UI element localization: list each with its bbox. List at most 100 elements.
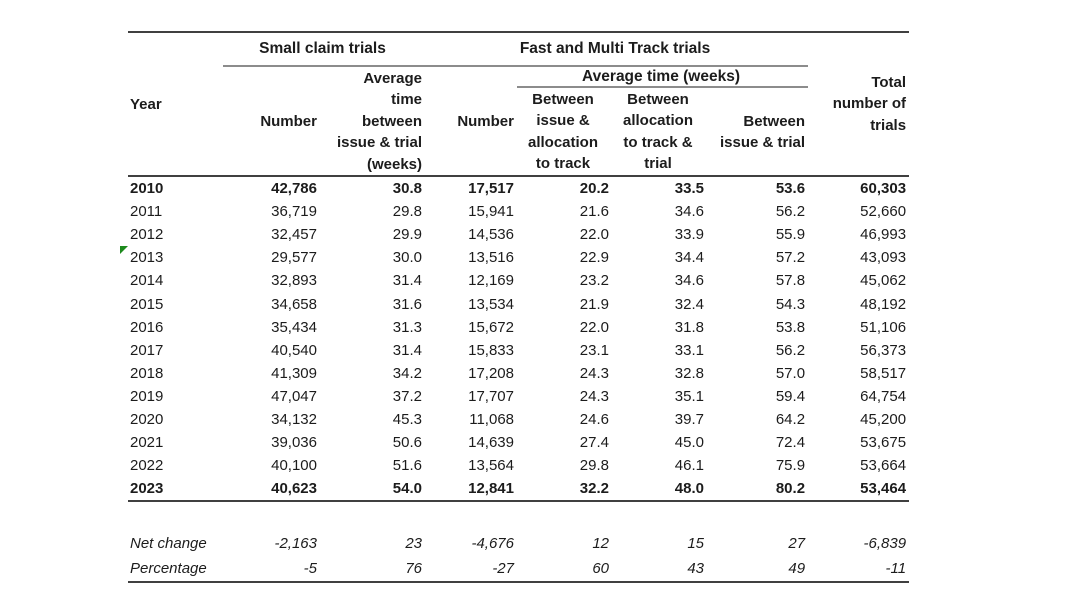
value-cell: 27 bbox=[788, 535, 806, 553]
value-cell: 30.0 bbox=[392, 249, 422, 267]
value-cell: 48.0 bbox=[612, 477, 707, 503]
value-cell: 31.4 bbox=[392, 272, 422, 290]
table-row: 2023 40,623 54.0 12,841 32.2 48.0 80.2 53,464 bbox=[128, 477, 910, 503]
value-cell: 54.3 bbox=[775, 295, 806, 313]
value-cell: 35,434 bbox=[271, 318, 317, 336]
spacer-section bbox=[128, 501, 909, 531]
value-cell: 53,464 bbox=[808, 477, 910, 503]
value-cell: 56.2 bbox=[775, 341, 806, 359]
value-cell: 34,132 bbox=[271, 411, 317, 429]
row-label-cell: 2019 bbox=[130, 387, 164, 405]
col-header-total-trials: Total number of trials bbox=[832, 73, 907, 134]
value-cell: 37.2 bbox=[392, 387, 422, 405]
value-cell: 53.8 bbox=[775, 318, 806, 336]
table-row: 2011 36,719 29.8 15,941 21.6 34.6 56.2 52,660 bbox=[128, 200, 909, 223]
value-cell: 57.2 bbox=[775, 249, 806, 267]
value-cell: 47,047 bbox=[271, 387, 317, 405]
value-cell: 14,536 bbox=[468, 226, 514, 244]
cell-error-indicator-icon bbox=[120, 246, 128, 255]
value-cell: 53.6 bbox=[707, 175, 809, 201]
spacer-row bbox=[128, 501, 909, 531]
value-cell: 40,623 bbox=[223, 477, 320, 503]
value-cell: 31.3 bbox=[392, 318, 422, 336]
value-cell: 35.1 bbox=[674, 387, 704, 405]
summary-row: Net change -2,163 23 -4,676 12 15 27 -6,839 bbox=[128, 531, 909, 556]
table-row: 2018 41,309 34.2 17,208 24.3 32.8 57.0 58,517 bbox=[128, 362, 909, 385]
row-label-cell: 2010 bbox=[128, 175, 223, 201]
value-cell: 56.2 bbox=[775, 203, 806, 221]
value-cell: 32.8 bbox=[674, 364, 704, 382]
value-cell: 32,893 bbox=[271, 272, 317, 290]
header-row-avg-group: Number Average time between issue & tria… bbox=[128, 66, 909, 173]
value-cell: 46.1 bbox=[674, 457, 704, 475]
row-label-cell: 2022 bbox=[130, 457, 164, 475]
group-header-avg-time-weeks: Average time (weeks) bbox=[517, 66, 809, 88]
header-row-groups: Year Small claim trials Fast and Multi T… bbox=[128, 32, 909, 134]
value-cell: 34,658 bbox=[271, 295, 317, 313]
value-cell: 31.6 bbox=[392, 295, 422, 313]
value-cell: 17,208 bbox=[468, 364, 514, 382]
value-cell: 33.1 bbox=[674, 341, 704, 359]
value-cell: 29.8 bbox=[579, 457, 609, 475]
value-cell: 41,309 bbox=[271, 364, 317, 382]
value-cell: 29.8 bbox=[392, 203, 422, 221]
table-row: 2013 29,577 30.0 13,516 22.9 34.4 57.2 43,093 bbox=[120, 246, 909, 269]
group-header-fast-track: Fast and Multi Track trials bbox=[425, 32, 809, 67]
value-cell: 40,540 bbox=[271, 341, 317, 359]
col-header-year: Year bbox=[130, 95, 162, 113]
row-label-cell: 2015 bbox=[130, 295, 164, 313]
value-cell: 51,106 bbox=[860, 318, 907, 336]
group-header-small-claims: Small claim trials bbox=[223, 32, 425, 67]
value-cell: 24.6 bbox=[579, 411, 609, 429]
value-cell: 32.4 bbox=[674, 295, 704, 313]
value-cell: 17,517 bbox=[425, 175, 517, 201]
value-cell: 57.0 bbox=[775, 364, 806, 382]
row-label-cell: 2017 bbox=[130, 341, 164, 359]
value-cell: 23.1 bbox=[579, 341, 609, 359]
row-label-cell: 2023 bbox=[128, 477, 223, 503]
value-cell: 75.9 bbox=[775, 457, 806, 475]
value-cell: 23 bbox=[405, 535, 422, 553]
value-cell: 33.5 bbox=[612, 175, 707, 201]
value-cell: 40,100 bbox=[271, 457, 317, 475]
value-cell: 24.3 bbox=[579, 387, 609, 405]
value-cell: 11,068 bbox=[469, 411, 514, 429]
trials-table-container: Year Small claim trials Fast and Multi T… bbox=[120, 31, 910, 584]
value-cell: 15 bbox=[687, 535, 704, 553]
value-cell: -27 bbox=[492, 560, 514, 578]
col-header-number-fast: Number bbox=[457, 112, 514, 130]
row-label-cell: 2012 bbox=[130, 226, 164, 244]
table-row: 2012 32,457 29.9 14,536 22.0 33.9 55.9 46,993 bbox=[128, 223, 909, 246]
value-cell: 34.2 bbox=[392, 364, 422, 382]
row-label-cell: Percentage bbox=[130, 560, 207, 578]
table-body: 2010 42,786 30.8 17,517 20.2 33.5 53.6 60,303 20… bbox=[120, 175, 910, 503]
row-label-cell: 2020 bbox=[130, 411, 164, 429]
value-cell: 13,564 bbox=[468, 457, 514, 475]
row-label-cell: Net change bbox=[130, 535, 207, 553]
value-cell: 33.9 bbox=[674, 226, 704, 244]
table-row: 2016 35,434 31.3 15,672 22.0 31.8 53.8 51,106 bbox=[128, 316, 909, 339]
value-cell: 51.6 bbox=[392, 457, 422, 475]
value-cell: 21.9 bbox=[579, 295, 609, 313]
value-cell: 50.6 bbox=[392, 434, 422, 452]
value-cell: 15,833 bbox=[468, 341, 514, 359]
value-cell: 12,841 bbox=[425, 477, 517, 503]
value-cell: 24.3 bbox=[579, 364, 609, 382]
value-cell: 45.3 bbox=[392, 411, 422, 429]
value-cell: 13,534 bbox=[468, 295, 514, 313]
value-cell: 46,993 bbox=[860, 226, 907, 244]
value-cell: 32.2 bbox=[517, 477, 612, 503]
value-cell: 53,675 bbox=[860, 434, 907, 452]
table-row: 2020 34,132 45.3 11,068 24.6 39.7 64.2 45,200 bbox=[128, 408, 909, 431]
value-cell: 22.9 bbox=[579, 249, 609, 267]
trials-table: Year Small claim trials Fast and Multi T… bbox=[120, 31, 910, 584]
value-cell: 76 bbox=[405, 560, 422, 578]
table-row: 2017 40,540 31.4 15,833 23.1 33.1 56.2 56,373 bbox=[128, 339, 909, 362]
value-cell: 20.2 bbox=[517, 175, 612, 201]
value-cell: 48,192 bbox=[860, 295, 907, 313]
value-cell: 55.9 bbox=[775, 226, 806, 244]
value-cell: 53,664 bbox=[860, 457, 907, 475]
value-cell: 49 bbox=[788, 560, 806, 578]
value-cell: 17,707 bbox=[468, 387, 514, 405]
table-header: Year Small claim trials Fast and Multi T… bbox=[128, 32, 909, 176]
